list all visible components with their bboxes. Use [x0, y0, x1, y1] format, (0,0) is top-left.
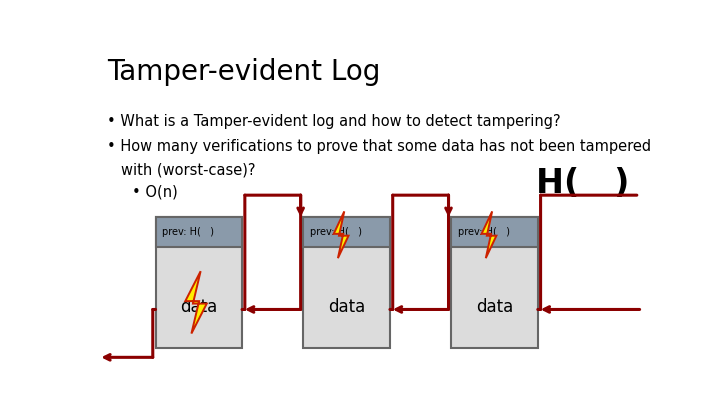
Bar: [156, 217, 242, 247]
Polygon shape: [482, 211, 496, 258]
Text: prev: H(   ): prev: H( ): [458, 227, 510, 237]
Polygon shape: [333, 211, 348, 258]
Text: H(   ): H( ): [536, 167, 630, 200]
Polygon shape: [185, 271, 207, 334]
Text: data: data: [328, 298, 365, 316]
Text: • O(n): • O(n): [132, 184, 178, 199]
Bar: [451, 217, 538, 348]
Bar: [303, 217, 390, 247]
Text: prev: H(   ): prev: H( ): [310, 227, 362, 237]
Text: • How many verifications to prove that some data has not been tampered: • How many verifications to prove that s…: [107, 139, 651, 154]
Text: Tamper-evident Log: Tamper-evident Log: [107, 58, 380, 86]
Text: prev: H(   ): prev: H( ): [162, 227, 215, 237]
Text: • What is a Tamper-evident log and how to detect tampering?: • What is a Tamper-evident log and how t…: [107, 114, 560, 129]
Text: data: data: [180, 298, 217, 316]
Text: with (worst-case)?: with (worst-case)?: [121, 162, 255, 177]
Bar: [156, 217, 242, 348]
Text: data: data: [476, 298, 513, 316]
Bar: [451, 217, 538, 247]
Bar: [303, 217, 390, 348]
